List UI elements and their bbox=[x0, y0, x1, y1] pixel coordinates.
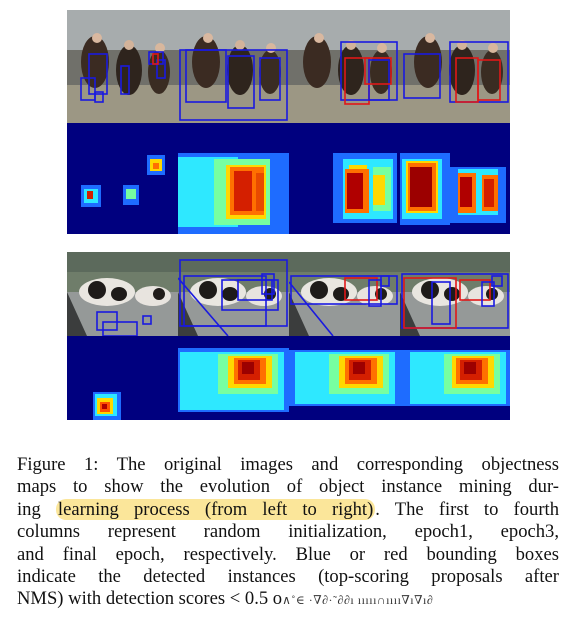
cows-heatmap-epoch3 bbox=[289, 336, 400, 420]
caption-line-3-post: . The first to fourth bbox=[375, 498, 559, 520]
cows-heatmap-epoch1 bbox=[178, 336, 289, 420]
cows-heatmap-final bbox=[400, 336, 510, 420]
caption-line-7-garbled: ∧˚∈ ·∇∂·˜∂∂ı ııııı∩ıııı∇ı∇ı∂ bbox=[282, 593, 434, 608]
horses-photo-epoch1 bbox=[178, 10, 289, 123]
caption-line-7-pre: NMS) with detection scores < 0.5 o bbox=[17, 588, 283, 610]
caption-line-7: NMS) with detection scores < 0.5 o∧˚∈ ·∇… bbox=[17, 588, 559, 611]
cows-photo-epoch3 bbox=[289, 252, 400, 336]
cows-photo-epoch1 bbox=[178, 252, 289, 336]
horses-photo-epoch3 bbox=[289, 10, 400, 123]
horses-heatmap-random-init bbox=[67, 123, 178, 234]
caption-line-3-pre: ing bbox=[17, 498, 56, 520]
caption-line-5: and final epoch, respectively. Blue or r… bbox=[17, 543, 559, 565]
caption-line-1: Figure 1: The original images and corres… bbox=[17, 454, 559, 475]
horses-heatmap-epoch1 bbox=[178, 123, 289, 234]
horses-photo-final bbox=[400, 10, 510, 123]
cows-heatmap-random-init bbox=[67, 336, 178, 420]
horses-heatmap-epoch3 bbox=[289, 123, 400, 234]
horses-heatmap-final bbox=[400, 123, 510, 234]
caption-line-2: maps to show the evolution of object ins… bbox=[17, 476, 559, 498]
figure-caption: Figure 1: The original images and corres… bbox=[17, 454, 559, 612]
cows-photo-final bbox=[400, 252, 510, 336]
highlighted-phrase: learning process (from left to right) bbox=[55, 498, 376, 520]
caption-line-6: indicate the detected instances (top-sco… bbox=[17, 566, 559, 588]
horses-photo-random-init bbox=[67, 10, 178, 123]
caption-line-3: ing learning process (from left to right… bbox=[17, 498, 559, 521]
caption-line-4: columns represent random initialization,… bbox=[17, 521, 559, 543]
cows-photo-random-init bbox=[67, 252, 178, 336]
